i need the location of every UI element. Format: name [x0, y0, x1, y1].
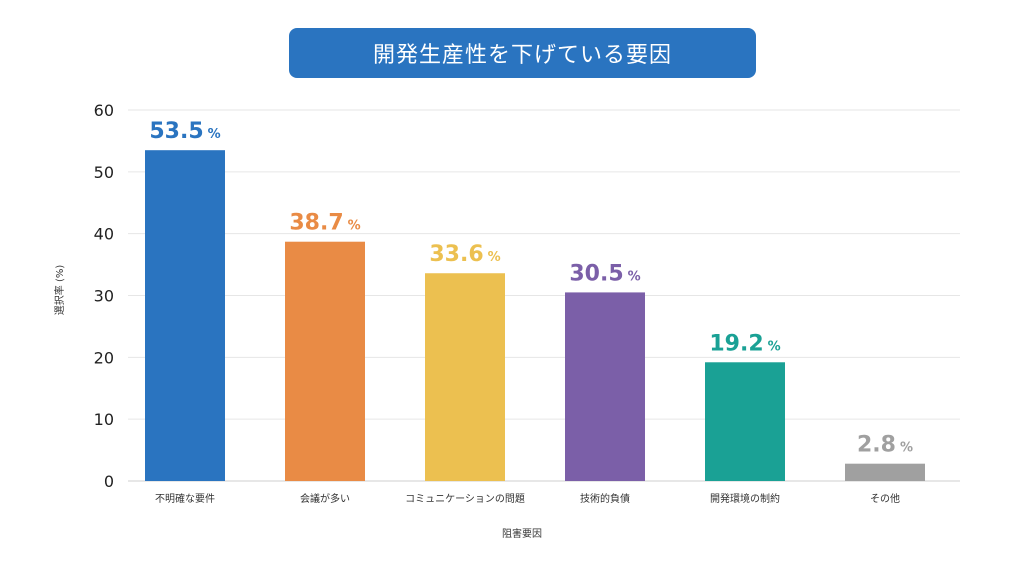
data-label-value: 53.5	[149, 119, 203, 144]
x-tick-label: コミュニケーションの問題	[405, 493, 525, 505]
y-tick-label: 10	[94, 410, 114, 429]
x-axis-label: 阻害要因	[502, 527, 542, 540]
data-label-value: 19.2	[709, 331, 763, 356]
chart-title: 開発生産性を下げている要因	[289, 28, 756, 78]
data-label: 53.5%	[149, 119, 220, 144]
data-label-unit: %	[628, 269, 641, 284]
data-label-value: 30.5	[569, 261, 623, 286]
data-label-value: 33.6	[429, 242, 483, 267]
x-tick-label: 会議が多い	[300, 492, 350, 505]
data-label-unit: %	[768, 339, 781, 354]
x-tick-label: 開発環境の制約	[710, 492, 780, 505]
bar	[145, 150, 225, 482]
y-tick-label: 0	[104, 472, 114, 491]
data-label: 30.5%	[569, 261, 640, 286]
bar	[705, 362, 785, 481]
data-label-unit: %	[348, 219, 361, 234]
y-tick-label: 30	[94, 287, 114, 306]
data-label-unit: %	[900, 441, 913, 456]
y-axis-label: 選択率 (%)	[53, 265, 66, 316]
data-label: 38.7%	[289, 211, 360, 236]
data-label: 19.2%	[709, 331, 780, 356]
x-tick-label: 不明確な要件	[155, 492, 215, 505]
x-tick-label: 技術的負債	[580, 492, 630, 505]
bar	[845, 463, 925, 481]
y-tick-label: 50	[94, 163, 114, 182]
bar	[285, 241, 365, 481]
data-label-unit: %	[488, 250, 501, 265]
data-label: 33.6%	[429, 242, 500, 267]
data-label: 2.8%	[857, 433, 913, 458]
data-label-value: 2.8	[857, 433, 896, 458]
data-label-unit: %	[208, 127, 221, 142]
bar	[565, 292, 645, 481]
y-tick-label: 60	[94, 101, 114, 120]
x-tick-label: その他	[870, 492, 900, 505]
y-tick-label: 20	[94, 348, 114, 367]
data-label-value: 38.7	[289, 211, 343, 236]
y-tick-label: 40	[94, 225, 114, 244]
bar	[425, 273, 505, 481]
